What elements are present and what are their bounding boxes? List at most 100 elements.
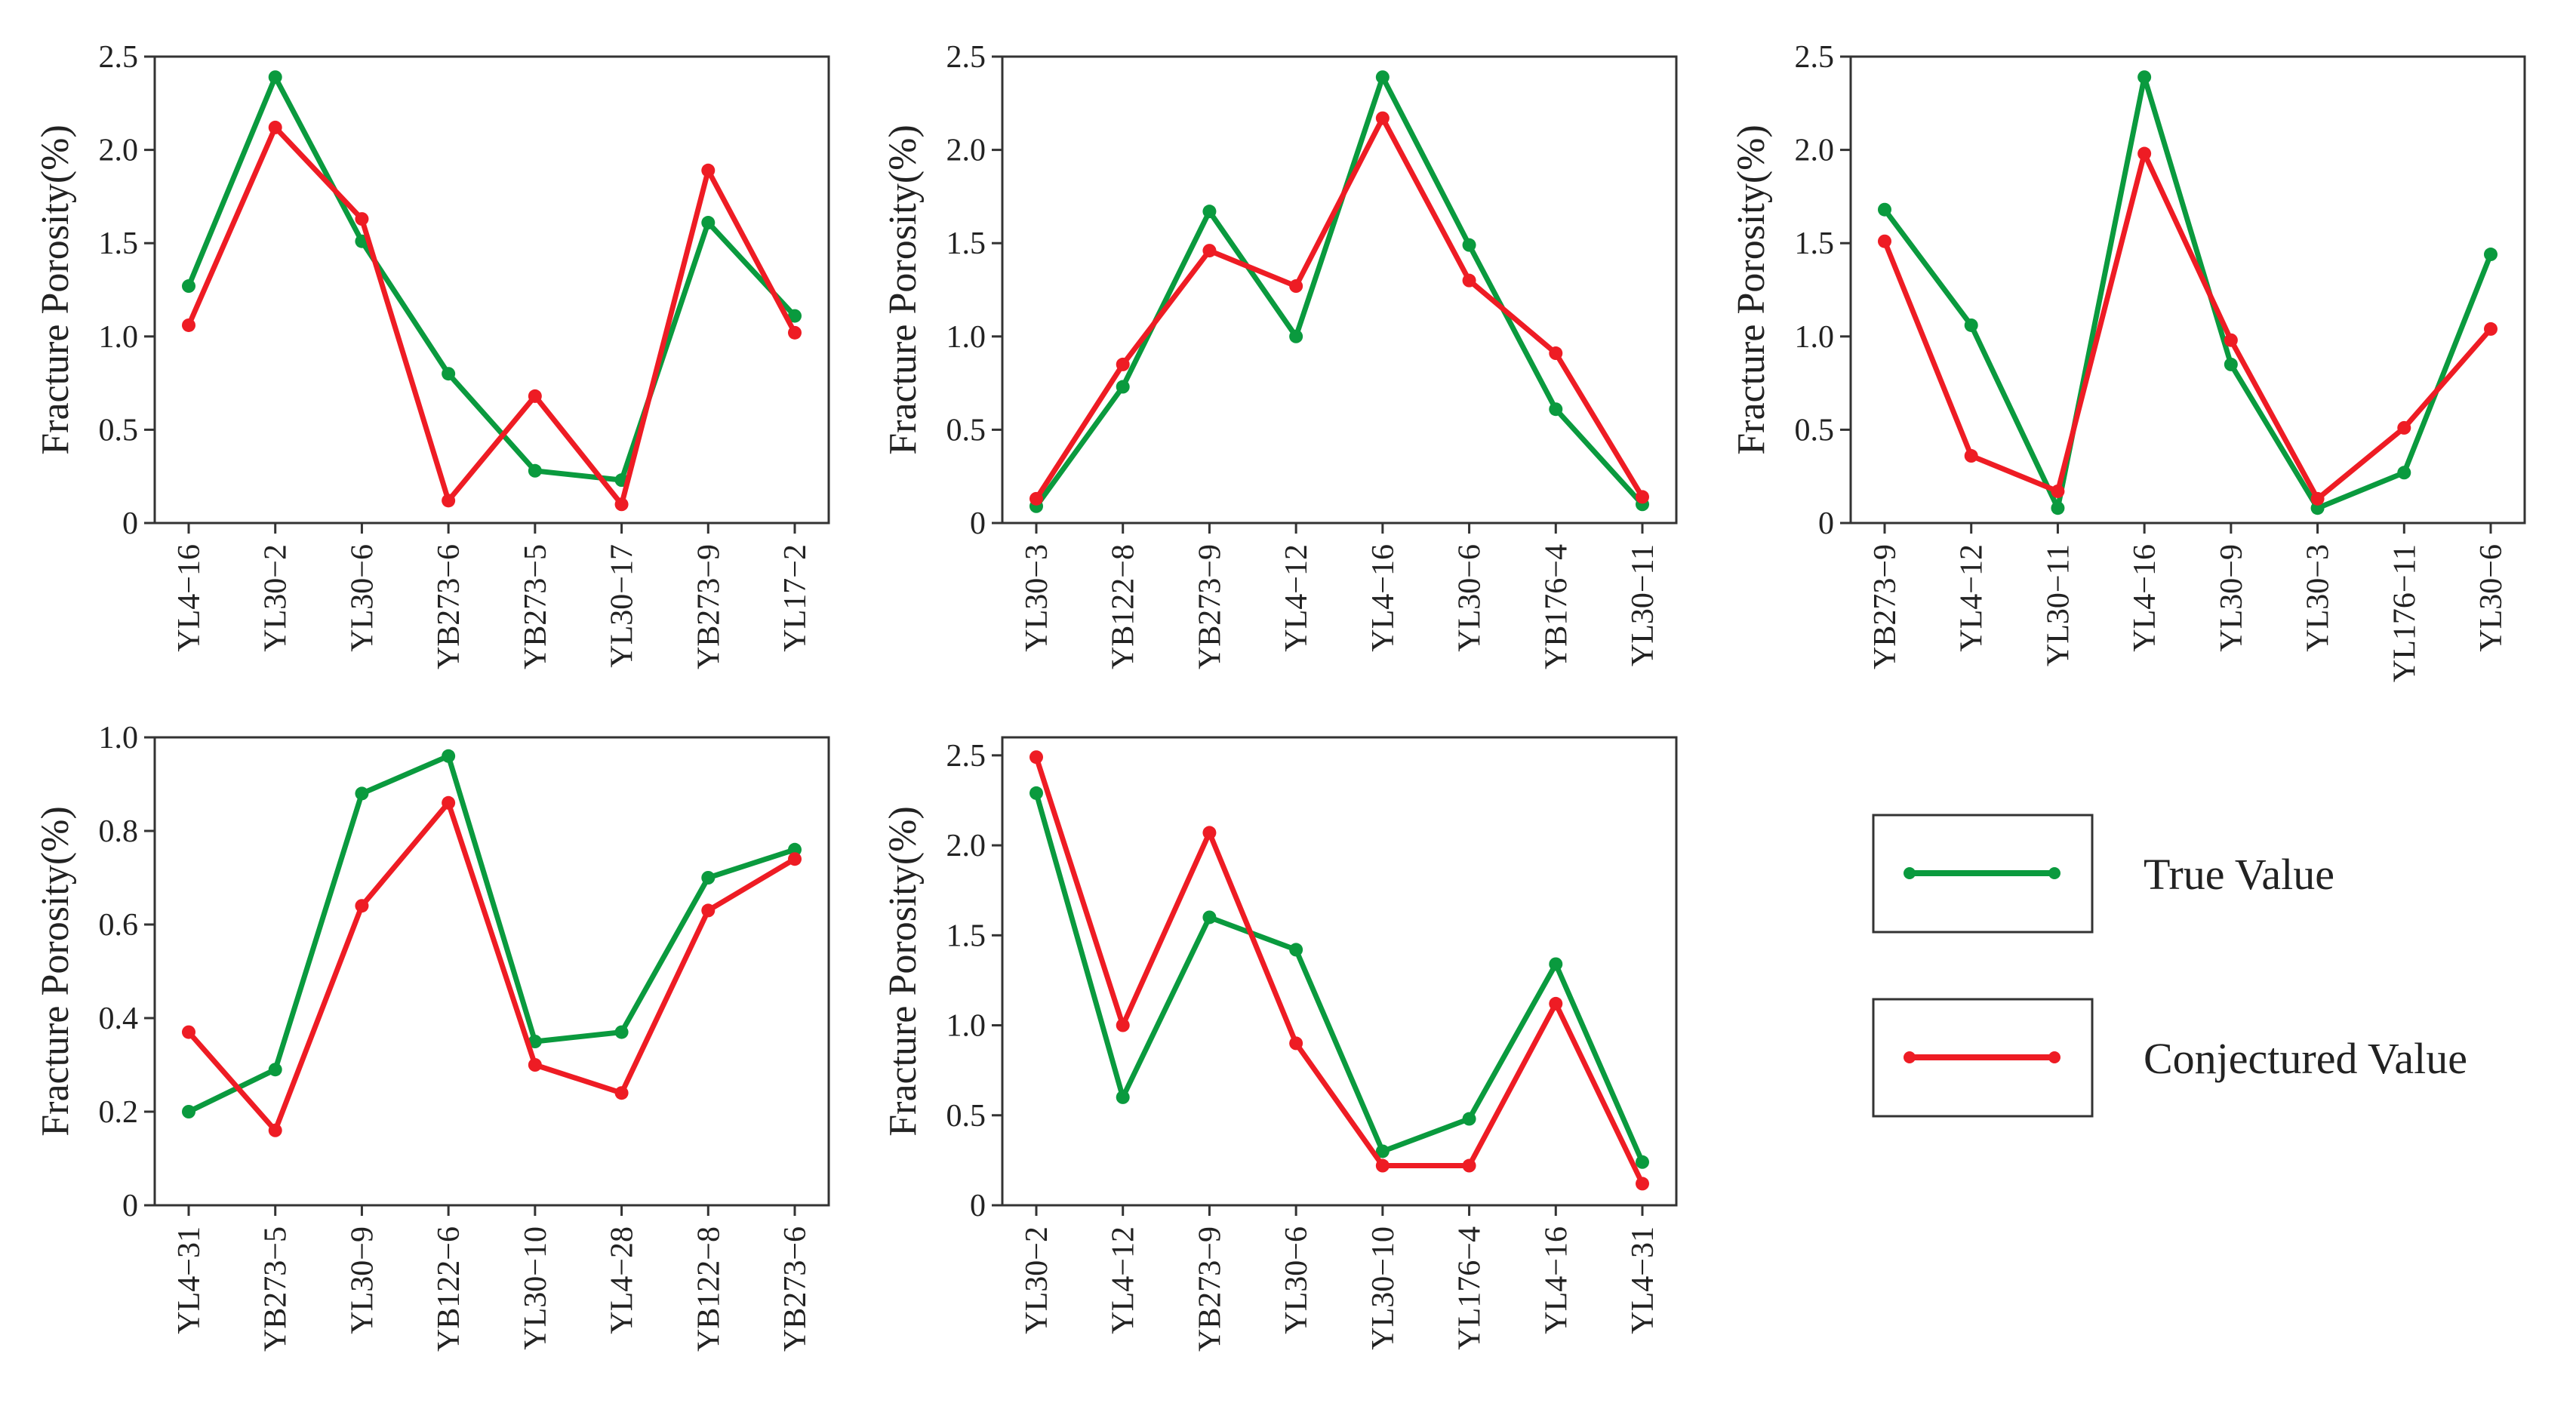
- data-point-conjectured: [1878, 234, 1891, 248]
- y-tick-label: 0.5: [1795, 413, 1835, 448]
- x-tick-label: YB273−9: [1868, 544, 1903, 669]
- x-tick-label: YL30−10: [1366, 1226, 1401, 1350]
- x-tick-label: YB122−8: [1106, 544, 1141, 669]
- series-line-true: [1033, 792, 1645, 1164]
- x-tick-label: YL30−3: [2301, 544, 2336, 652]
- data-point-conjectured: [442, 795, 456, 810]
- data-point-true: [1878, 202, 1891, 217]
- data-point-true: [355, 786, 369, 801]
- chart-panel-2: 0 0.5 1.0 1.5 2.0 2.5 YL30−3 YB122−8 YB273−9 YL4−…: [882, 40, 1678, 669]
- y-axis-label: Fracture Porosity(%): [34, 125, 77, 455]
- legend: True Value Conjectured Value: [1872, 814, 2467, 1118]
- x-tick-label: YL30−9: [2214, 544, 2249, 652]
- y-tick-label: 1.0: [1795, 320, 1835, 355]
- data-point-true: [614, 1025, 629, 1039]
- x-tick-label: YB273−6: [778, 1226, 813, 1352]
- x-tick-label: YB176−4: [1539, 544, 1574, 669]
- data-point-conjectured: [1375, 1158, 1390, 1173]
- legend-marker-conjectured: [2048, 1051, 2060, 1063]
- data-point-true: [182, 1105, 195, 1118]
- data-point-conjectured: [268, 120, 282, 134]
- x-tick-label: YL30−11: [1626, 544, 1660, 666]
- plot-frame: [153, 55, 830, 525]
- series-line-conjectured: [1034, 115, 1645, 500]
- y-axis-label: Fracture Porosity(%): [1730, 125, 1773, 455]
- legend-marker-true: [2048, 867, 2060, 879]
- data-point-conjectured: [1116, 357, 1130, 371]
- data-point-true: [1375, 70, 1390, 85]
- data-point-true: [1375, 1144, 1390, 1158]
- data-point-conjectured: [268, 1123, 282, 1137]
- y-tick-label: 1.0: [946, 1009, 986, 1044]
- y-tick-label: 0.5: [946, 413, 986, 448]
- x-tick-label: YL30−17: [605, 544, 640, 668]
- data-point-conjectured: [1964, 449, 1978, 463]
- legend-marker-conjectured: [1904, 1051, 1916, 1063]
- y-tick-label: 2.5: [946, 739, 986, 774]
- data-point-true: [1202, 910, 1217, 925]
- data-point-conjectured: [1202, 826, 1217, 840]
- x-tick-label: YL30−6: [345, 544, 380, 652]
- x-tick-label: YB273−5: [259, 1226, 294, 1352]
- y-axis-label: Fracture Porosity(%): [882, 125, 925, 455]
- x-tick-label: YL30−6: [1453, 544, 1488, 652]
- y-tick-label: 1.5: [946, 918, 986, 953]
- y-tick-label: 0.4: [99, 1001, 139, 1036]
- x-tick-label: YB122−6: [432, 1226, 466, 1352]
- legend-box-conjectured: [1872, 998, 2094, 1118]
- data-point-conjectured: [1029, 750, 1043, 765]
- data-point-conjectured: [788, 325, 802, 340]
- y-tick-label: 1.0: [946, 320, 986, 355]
- y-tick-label: 2.0: [946, 134, 986, 168]
- x-tick-label: YB273−9: [1193, 544, 1227, 669]
- legend-box-true: [1872, 814, 2094, 934]
- y-axis-label: Fracture Porosity(%): [34, 806, 77, 1137]
- x-tick-label: YL17−2: [778, 544, 813, 652]
- plot-frame: [1849, 55, 2526, 525]
- data-point-conjectured: [355, 212, 369, 226]
- series-line-conjectured: [1882, 151, 2493, 502]
- data-point-true: [1289, 329, 1303, 343]
- data-point-conjectured: [1202, 244, 1217, 258]
- y-tick-label: 0.5: [946, 1099, 986, 1134]
- x-tick-label: YL30−11: [2041, 544, 2076, 666]
- plot-frame: [1001, 736, 1678, 1207]
- data-point-true: [1029, 786, 1043, 800]
- y-tick-label: 0.5: [99, 413, 139, 448]
- data-point-conjectured: [1636, 1177, 1649, 1191]
- y-tick-label: 1.0: [99, 320, 139, 355]
- data-point-true: [1462, 238, 1476, 252]
- x-tick-label: YL176−4: [1453, 1226, 1488, 1350]
- data-point-true: [1462, 1112, 1476, 1126]
- data-point-conjectured: [2051, 484, 2065, 498]
- x-tick-label: YL30−10: [519, 1226, 553, 1350]
- y-tick-label: 0.8: [99, 814, 139, 849]
- legend-label-true: True Value: [2144, 850, 2334, 899]
- data-point-true: [268, 70, 282, 85]
- data-point-true: [1116, 380, 1130, 394]
- data-point-true: [701, 871, 716, 885]
- data-point-conjectured: [1549, 346, 1563, 361]
- data-point-true: [528, 463, 542, 478]
- data-point-true: [528, 1035, 542, 1048]
- x-tick-label: YL30−9: [345, 1226, 380, 1334]
- data-point-conjectured: [182, 1025, 195, 1039]
- y-axis-label: Fracture Porosity(%): [882, 806, 925, 1137]
- x-tick-label: YL30−3: [1020, 544, 1054, 652]
- series-line-conjectured: [186, 800, 796, 1134]
- chart-panel-3: 0 0.5 1.0 1.5 2.0 2.5 YB273−9 YL4−12 YL30−11 YL4−…: [1730, 40, 2526, 682]
- y-tick-label: 1.5: [1795, 226, 1835, 261]
- x-tick-label: YL4−31: [172, 1226, 207, 1334]
- x-tick-label: YL30−6: [1279, 1226, 1314, 1334]
- data-point-true: [2051, 501, 2065, 515]
- y-tick-label: 0: [1818, 506, 1834, 541]
- x-tick-label: YL4−12: [1279, 544, 1314, 652]
- data-point-conjectured: [1289, 1036, 1303, 1051]
- x-tick-label: YL30−2: [1020, 1226, 1054, 1334]
- y-tick-label: 1.0: [99, 721, 139, 755]
- data-point-conjectured: [614, 497, 629, 512]
- data-point-true: [1116, 1090, 1130, 1104]
- data-point-conjectured: [1375, 111, 1390, 125]
- data-point-conjectured: [1289, 279, 1303, 294]
